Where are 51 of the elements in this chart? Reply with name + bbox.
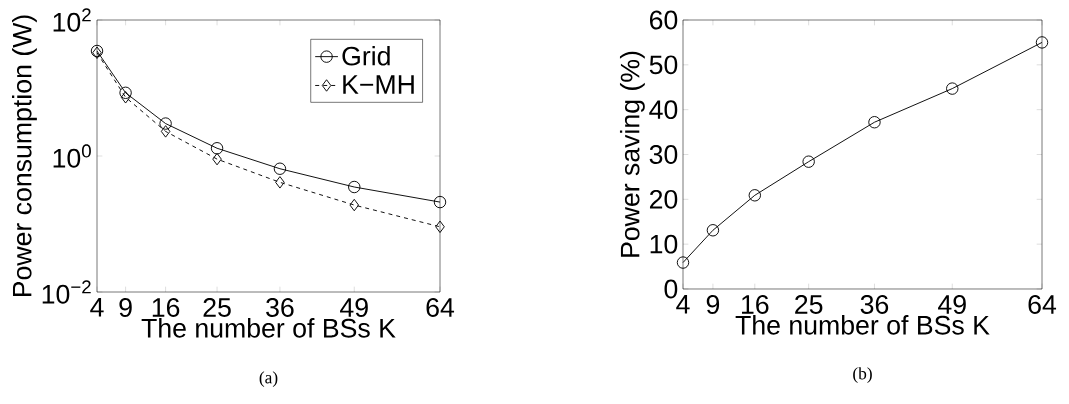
point xyxy=(946,82,959,95)
point xyxy=(120,91,131,104)
point xyxy=(706,224,720,237)
point xyxy=(868,116,881,129)
x-tick-label: 16 xyxy=(742,295,769,314)
point xyxy=(433,195,447,209)
point xyxy=(676,256,690,269)
point xyxy=(1035,36,1049,49)
text: (a) xyxy=(259,371,278,387)
x-axis-title: The number of BSs K xyxy=(735,315,990,335)
y-tick-label: 10 xyxy=(650,234,678,254)
y-tick-label: 50 xyxy=(649,55,678,75)
y-tick-label: 30 xyxy=(649,145,678,164)
x-tick-label: 25 xyxy=(203,298,231,317)
point xyxy=(273,162,287,175)
y-tick-label: 60 xyxy=(650,10,678,30)
x-tick-label: 4 xyxy=(90,298,104,317)
x-tick-label: 64 xyxy=(426,298,455,317)
point xyxy=(159,117,172,130)
y-tick-label: 20 xyxy=(649,189,678,209)
point xyxy=(802,155,815,168)
x-tick-label: 49 xyxy=(340,298,368,317)
x-tick-label: 36 xyxy=(266,298,294,317)
point xyxy=(160,125,171,138)
x-tick-label: 4 xyxy=(676,295,690,314)
point xyxy=(748,189,762,202)
y-tick-label: 10$^{0}$ xyxy=(53,144,91,168)
point xyxy=(348,180,361,194)
legend-label: K−MH xyxy=(343,75,414,94)
y-tick-label: 10$^{−2}$ xyxy=(42,280,91,304)
y-axis-title: Power saving (%) xyxy=(619,51,645,257)
point xyxy=(349,198,360,212)
x-tick-label: 49 xyxy=(938,295,966,314)
legend-label: Grid xyxy=(342,45,390,66)
point xyxy=(212,152,222,166)
point xyxy=(435,220,445,233)
x-tick-label: 64 xyxy=(1028,295,1057,314)
x-tick-label: 9 xyxy=(706,295,720,314)
x-tick-label: 16 xyxy=(152,298,180,317)
y-tick-label: 10$^{2}$ xyxy=(53,8,91,32)
point xyxy=(275,176,285,189)
y-tick-label: 40 xyxy=(649,100,678,120)
y-tick-label: 0 xyxy=(664,279,678,299)
x-tick-label: 36 xyxy=(860,295,889,314)
x-axis-title: The number of BSs K xyxy=(141,318,396,338)
x-tick-label: 25 xyxy=(795,295,823,314)
point xyxy=(119,86,132,99)
point xyxy=(210,142,224,155)
text: (b) xyxy=(853,367,872,383)
x-tick-label: 9 xyxy=(119,298,132,317)
y-axis-title: Power consumption (W) xyxy=(12,15,37,297)
